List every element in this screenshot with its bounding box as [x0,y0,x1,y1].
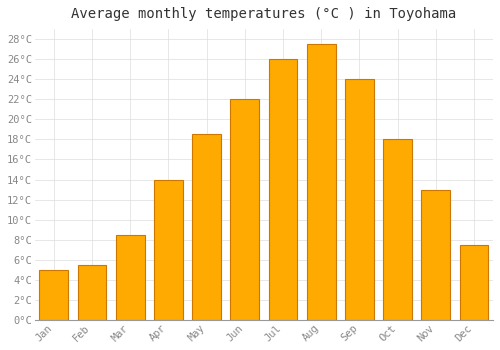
Bar [345,79,374,320]
Bar [268,59,298,320]
Bar [78,265,106,320]
Bar [230,99,259,320]
Title: Average monthly temperatures (°C ) in Toyohama: Average monthly temperatures (°C ) in To… [72,7,456,21]
Bar [154,180,182,320]
Bar [40,270,68,320]
Bar [116,235,144,320]
Bar [192,134,221,320]
Bar [422,190,450,320]
Bar [460,245,488,320]
Bar [383,139,412,320]
Bar [307,44,336,320]
